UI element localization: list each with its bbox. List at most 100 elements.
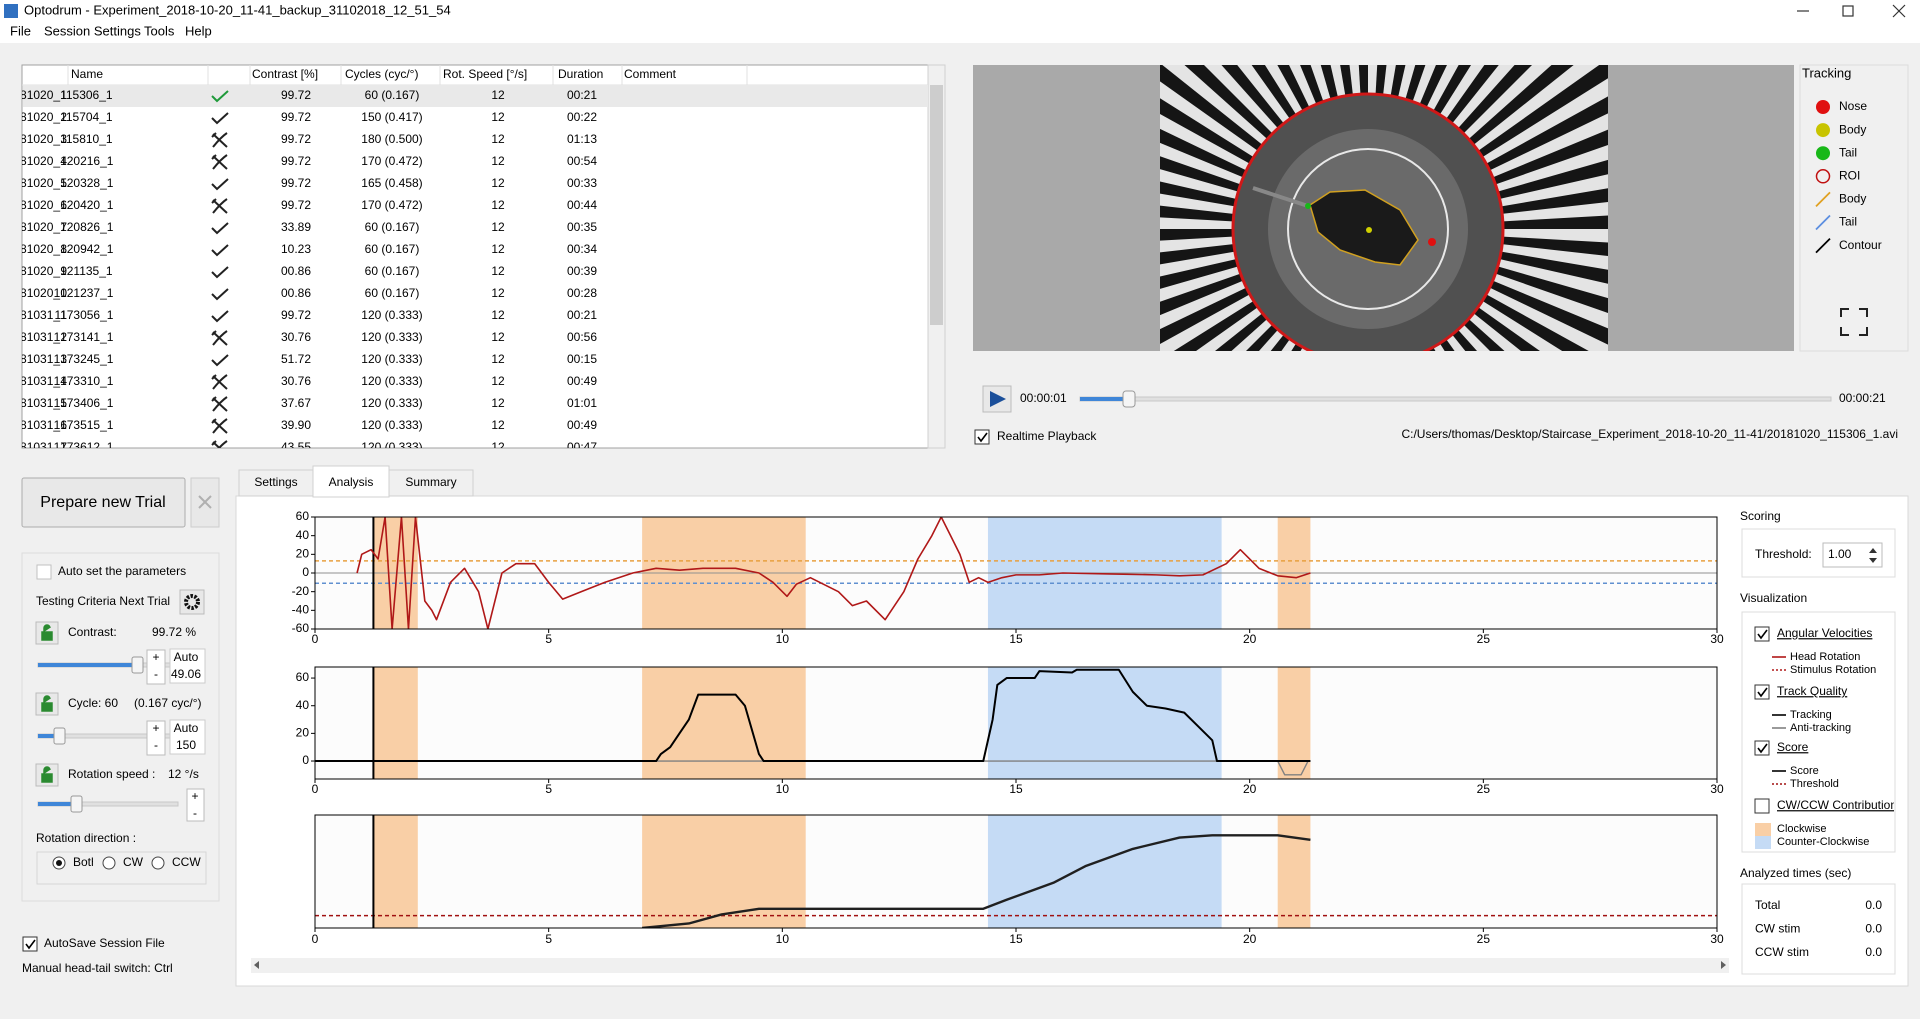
tab[interactable]: [312, 465, 390, 498]
table-cell[interactable]: 20181020_120826_1: [0, 220, 114, 234]
checkbox[interactable]: [974, 429, 990, 445]
window-controls[interactable]: [1797, 4, 1906, 18]
table-cell[interactable]: 120 (0.333): [361, 352, 422, 366]
table-cell[interactable]: 39.90: [281, 418, 311, 432]
table-cell[interactable]: 5: [60, 176, 67, 190]
radio[interactable]: [102, 856, 116, 870]
table-cell[interactable]: 12: [491, 242, 505, 256]
table-cell[interactable]: 20181020_120216_1: [0, 154, 114, 168]
table-cell[interactable]: 12: [491, 308, 505, 322]
legend-dot[interactable]: [1816, 123, 1830, 138]
table-cell[interactable]: 99.72: [281, 132, 311, 146]
table-cell[interactable]: 12: [491, 176, 505, 190]
table-cell[interactable]: 20181020_115704_1: [0, 110, 113, 124]
table-cell[interactable]: 99.72: [281, 110, 311, 124]
tab[interactable]: [388, 469, 474, 497]
table-cell[interactable]: 7: [60, 220, 67, 234]
table-cell[interactable]: 12: [491, 88, 505, 102]
table-cell[interactable]: 00:15: [567, 352, 597, 366]
table-cell[interactable]: 00.86: [281, 286, 311, 300]
table-cell[interactable]: 4: [60, 154, 67, 168]
table-cell[interactable]: 00:56: [567, 330, 597, 344]
table-cell[interactable]: 120 (0.333): [361, 330, 422, 344]
table-cell[interactable]: 00:21: [567, 308, 597, 322]
table-cell[interactable]: 165 (0.458): [361, 176, 422, 190]
spin-box[interactable]: [146, 720, 166, 756]
prepare-trial-button[interactable]: [21, 477, 186, 528]
table-cell[interactable]: 10: [54, 286, 68, 300]
table-cell[interactable]: 12: [491, 132, 505, 146]
table-cell[interactable]: 20181031_173056_1: [0, 308, 114, 322]
checkbox[interactable]: [36, 564, 52, 580]
table-cell[interactable]: 20181020_121237_1: [0, 286, 114, 300]
spin-box[interactable]: [186, 788, 205, 822]
table-cell[interactable]: 60 (0.167): [365, 88, 420, 102]
table-cell[interactable]: 17: [54, 440, 68, 454]
table-cell[interactable]: 33.89: [281, 220, 311, 234]
table-cell[interactable]: 180 (0.500): [361, 132, 422, 146]
table-cell[interactable]: 170 (0.472): [361, 154, 422, 168]
checkbox[interactable]: [22, 936, 38, 952]
table-cell[interactable]: 16: [54, 418, 68, 432]
table-cell[interactable]: 99.72: [281, 198, 311, 212]
spin-box[interactable]: [146, 649, 166, 685]
legend-line[interactable]: [1815, 237, 1831, 254]
table-cell[interactable]: 43.55: [281, 440, 311, 454]
slider-handle[interactable]: [70, 795, 83, 813]
table-cell[interactable]: 10.23: [281, 242, 311, 256]
table-cell[interactable]: 00:47: [567, 440, 597, 454]
table-cell[interactable]: 60 (0.167): [365, 220, 420, 234]
table-cell[interactable]: 20181020_120328_1: [0, 176, 114, 190]
table-cell[interactable]: 12: [491, 418, 505, 432]
slider-handle[interactable]: [131, 656, 144, 674]
table-cell[interactable]: 8: [60, 242, 67, 256]
table-cell[interactable]: 12: [491, 440, 505, 454]
table-cell[interactable]: 20181020_115810_1: [0, 132, 113, 146]
table-cell[interactable]: 00:28: [567, 286, 597, 300]
table-cell[interactable]: 60 (0.167): [365, 242, 420, 256]
table-cell[interactable]: 20181031_173245_1: [0, 352, 114, 366]
table-cell[interactable]: 12: [491, 264, 505, 278]
table-cell[interactable]: 60 (0.167): [365, 264, 420, 278]
table-cell[interactable]: 00:22: [567, 110, 597, 124]
checkbox[interactable]: [1754, 626, 1770, 642]
table-cell[interactable]: 30.76: [281, 330, 311, 344]
radio[interactable]: [151, 856, 165, 870]
plot-scrollbar[interactable]: [251, 958, 1729, 973]
table-cell[interactable]: 12: [491, 396, 505, 410]
table-cell[interactable]: 15: [54, 396, 68, 410]
table-cell[interactable]: 51.72: [281, 352, 311, 366]
table-cell[interactable]: 00:39: [567, 264, 597, 278]
scroll-thumb[interactable]: [930, 85, 943, 325]
table-cell[interactable]: 12: [54, 330, 68, 344]
table-cell[interactable]: 20181020_121135_1: [0, 264, 113, 278]
table-cell[interactable]: 20181020_120420_1: [0, 198, 114, 212]
table-cell[interactable]: 150 (0.417): [361, 110, 422, 124]
table-cell[interactable]: 00:44: [567, 198, 597, 212]
threshold-spin[interactable]: [1822, 542, 1883, 568]
table-cell[interactable]: 120 (0.333): [361, 396, 422, 410]
menu-item[interactable]: File: [10, 23, 31, 38]
table-cell[interactable]: 12: [491, 286, 505, 300]
table-cell[interactable]: 00:54: [567, 154, 597, 168]
table-cell[interactable]: 99.72: [281, 88, 311, 102]
table-cell[interactable]: 120 (0.333): [361, 418, 422, 432]
table-cell[interactable]: 00:49: [567, 374, 597, 388]
table-cell[interactable]: 37.67: [281, 396, 311, 410]
table-cell[interactable]: 00:34: [567, 242, 597, 256]
table-cell[interactable]: 6: [60, 198, 67, 212]
table-cell[interactable]: 14: [54, 374, 68, 388]
seek-track[interactable]: [1079, 396, 1832, 402]
checkbox[interactable]: [1754, 684, 1770, 700]
table-cell[interactable]: 120 (0.333): [361, 374, 422, 388]
table-cell[interactable]: 3: [60, 132, 67, 146]
table-cell[interactable]: 120 (0.333): [361, 308, 422, 322]
table-cell[interactable]: 12: [491, 220, 505, 234]
menu-item[interactable]: Session Settings: [44, 23, 141, 38]
table-cell[interactable]: 1: [60, 88, 67, 102]
table-cell[interactable]: 60 (0.167): [365, 286, 420, 300]
table-cell[interactable]: 20181031_173406_1: [0, 396, 114, 410]
menu-item[interactable]: Help: [185, 23, 212, 38]
table-cell[interactable]: 170 (0.472): [361, 198, 422, 212]
table-cell[interactable]: 99.72: [281, 176, 311, 190]
